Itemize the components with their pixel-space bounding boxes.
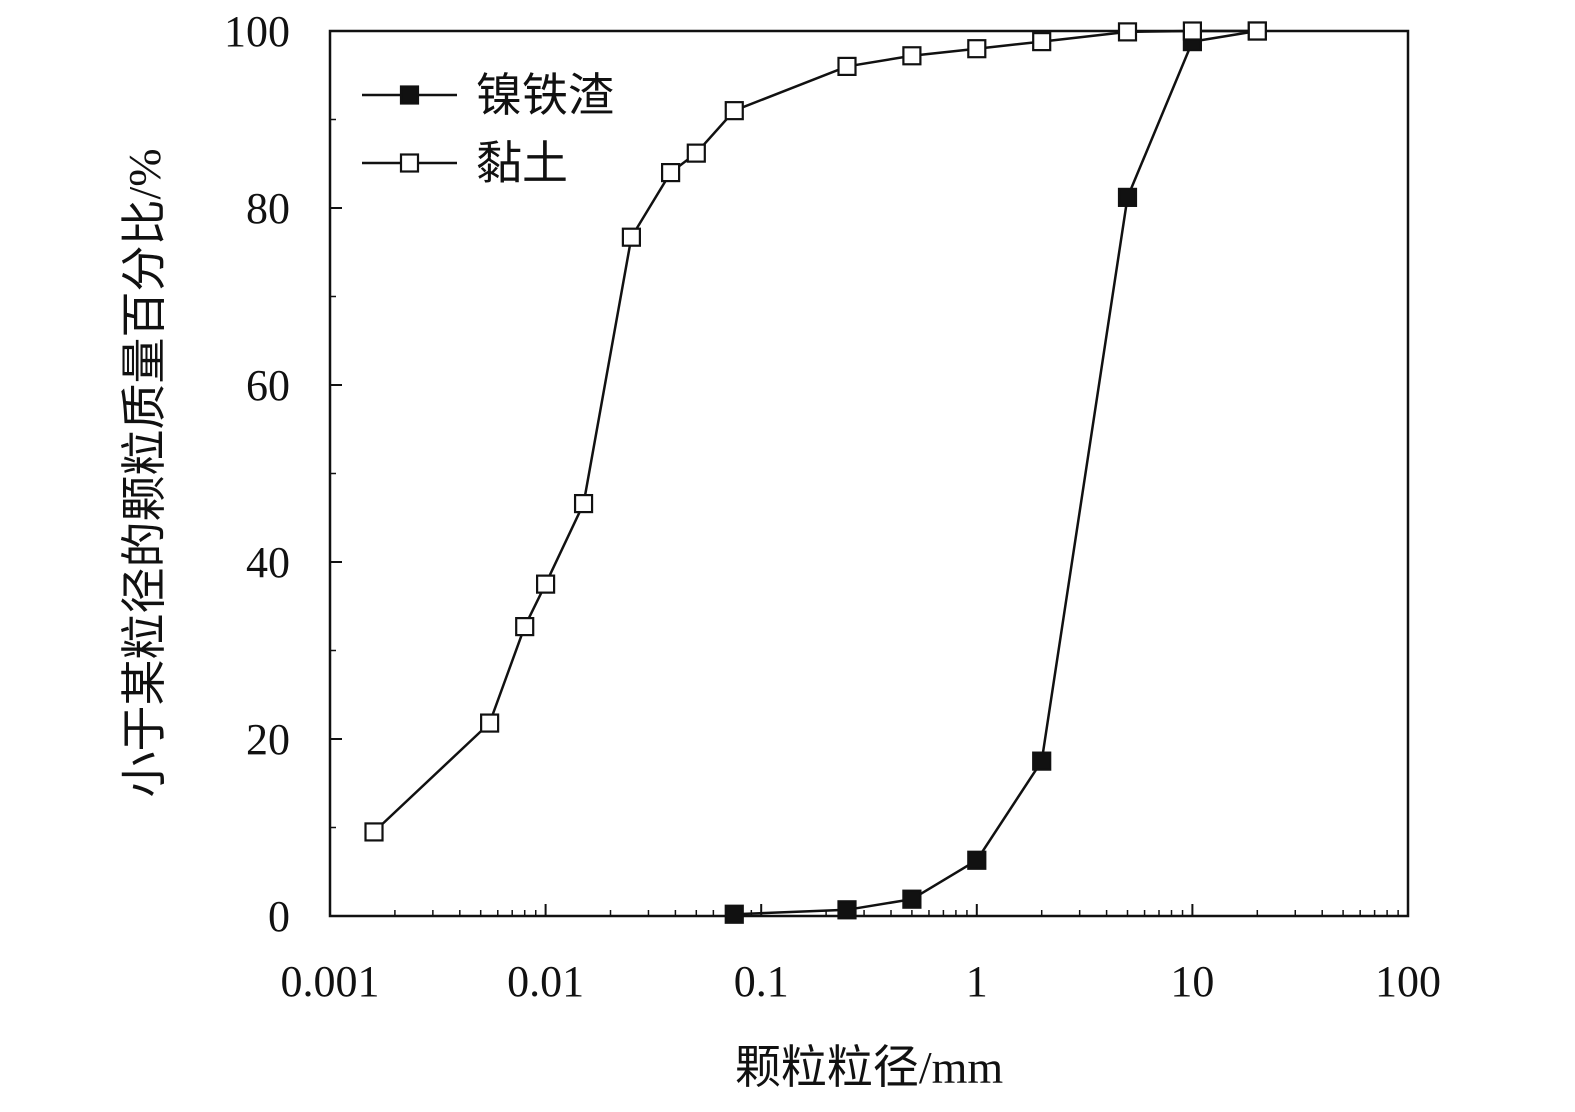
x-tick-label: 10 [1170,957,1214,1006]
data-point [967,850,987,870]
data-point [1032,32,1052,52]
legend-label: 镍铁渣 [476,70,614,121]
x-tick-label: 0.1 [734,957,789,1006]
series-line [373,29,1258,833]
series-1 [724,21,1267,924]
data-point [480,713,500,733]
data-point [364,822,384,842]
legend-entry: 镍铁渣 [362,70,614,121]
data-point [1182,21,1203,41]
data-point [1032,751,1052,771]
data-point [902,46,922,66]
data-point [661,163,681,183]
legend-label: 黏土 [476,138,568,189]
series-layer [364,21,1267,924]
data-point [837,56,857,77]
data-point [573,493,594,514]
data-point [1117,187,1138,207]
legend-entry: 黏土 [362,138,568,189]
y-axis-title: 小于某粒径的颗粒质量百分比/% [119,148,170,797]
x-tick-label: 0.01 [507,957,584,1006]
y-tick-label: 100 [224,7,290,56]
y-tick-label: 20 [246,715,290,764]
series-2 [364,21,1267,842]
y-tick-label: 60 [246,361,290,410]
x-axis-title: 颗粒粒径/mm [735,1042,1004,1093]
axis-tick-labels: 0.001 0.01 0.1 1 10 100 0 20 40 60 80 100 [224,7,1441,1006]
legend-marker [399,85,420,105]
y-tick-label: 40 [246,538,290,587]
data-point [724,904,744,924]
data-point [837,900,857,920]
x-tick-label: 0.001 [281,957,380,1006]
data-point [535,574,556,594]
data-point [724,101,744,121]
y-tick-label: 0 [268,892,290,941]
x-tick-label: 100 [1375,957,1441,1006]
legend-marker [399,153,420,173]
x-tick-label: 1 [966,957,988,1006]
data-point [967,39,987,59]
data-point [1117,22,1138,42]
data-point [902,889,922,909]
data-point [686,143,706,163]
data-point [621,227,641,247]
series-line [734,29,1258,916]
data-point [515,617,535,637]
y-tick-label: 80 [246,184,290,233]
data-point [1247,21,1267,41]
